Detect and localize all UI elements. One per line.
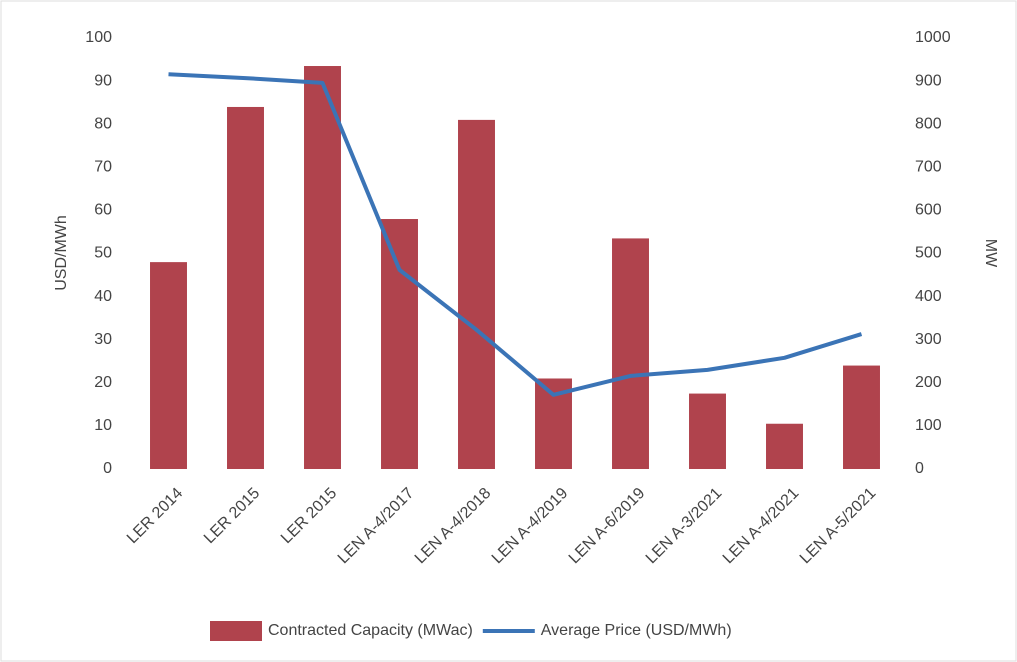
y-tick-label: 80 [94, 115, 112, 132]
bar [227, 106, 264, 470]
y2-axis-title: MW [982, 239, 999, 268]
line [168, 72, 863, 397]
y2-tick-label: 300 [915, 331, 942, 348]
legend-label: Average Price (USD/MWh) [541, 622, 732, 639]
y-tick-label: 60 [94, 202, 112, 219]
bar [843, 365, 880, 469]
bar [150, 262, 187, 469]
bar [304, 66, 341, 469]
y2-tick-label: 700 [915, 159, 942, 176]
y2-tick-label: 400 [915, 288, 942, 305]
y2-tick-label: 600 [915, 202, 942, 219]
y-tick-label: 50 [94, 245, 112, 262]
y2-tick-label: 1000 [915, 29, 951, 46]
legend-swatch [210, 621, 262, 641]
y-tick-label: 10 [94, 417, 112, 434]
y-tick-label: 70 [94, 159, 112, 176]
y-tick-label: 20 [94, 374, 112, 391]
y-axis-title: USD/MWh [53, 215, 70, 291]
bar [612, 238, 649, 469]
y2-tick-label: 500 [915, 245, 942, 262]
y-tick-label: 40 [94, 288, 112, 305]
y-tick-label: 100 [85, 29, 112, 46]
bar [689, 393, 726, 469]
y2-tick-label: 900 [915, 72, 942, 89]
y2-tick-label: 0 [915, 460, 924, 477]
y-tick-label: 90 [94, 72, 112, 89]
bar [766, 423, 803, 469]
legend-label: Contracted Capacity (MWac) [268, 622, 473, 639]
y2-tick-label: 200 [915, 374, 942, 391]
bar [381, 219, 418, 469]
y-tick-label: 30 [94, 331, 112, 348]
y2-tick-label: 800 [915, 115, 942, 132]
bar [458, 119, 495, 469]
y2-tick-label: 100 [915, 417, 942, 434]
y-tick-label: 0 [103, 460, 112, 477]
